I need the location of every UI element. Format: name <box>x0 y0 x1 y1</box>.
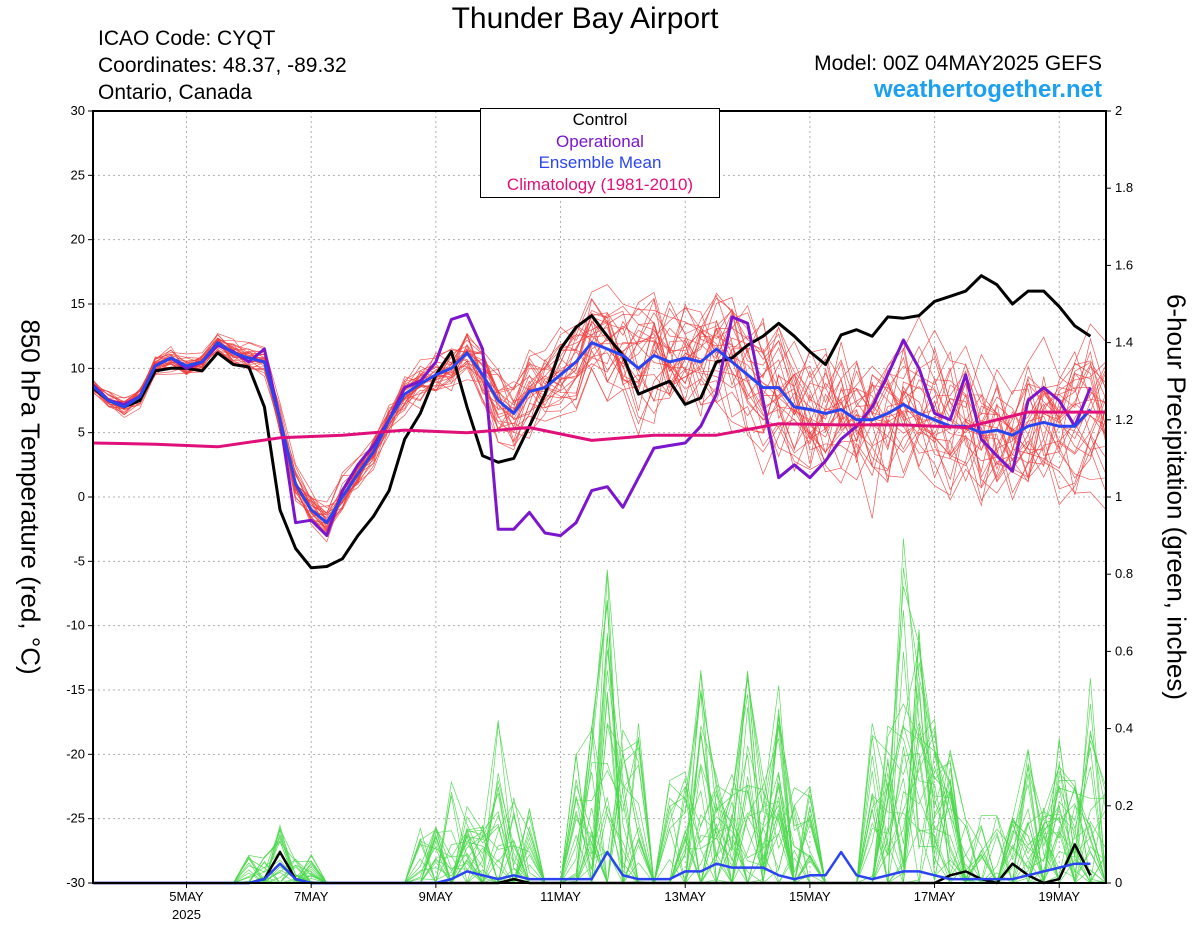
model-run: Model: 00Z 04MAY2025 GEFS <box>814 52 1102 75</box>
series-control <box>92 274 1092 570</box>
y-tick-label: -5 <box>73 553 85 568</box>
y2-tick-label: 0.8 <box>1115 566 1133 581</box>
coordinates: Coordinates: 48.37, -89.32 <box>98 54 347 77</box>
y-tick-label: -10 <box>66 618 85 633</box>
temp-member-line <box>92 297 1107 516</box>
x-tick-label: 13MAY <box>664 889 706 904</box>
y2-tick-label: 1 <box>1115 489 1122 504</box>
temp-member-line <box>92 292 1107 522</box>
y-tick-label: -25 <box>66 811 85 826</box>
y2-tick-label: 0 <box>1115 875 1122 890</box>
precip-member-line <box>93 662 1107 884</box>
precip-member-line <box>93 736 1107 885</box>
x-tick-label: 11MAY <box>540 889 581 904</box>
y-tick-label: 20 <box>71 232 85 247</box>
x-tick-label: 19MAY <box>1038 889 1080 904</box>
y2-tick-label: 0.2 <box>1115 798 1133 813</box>
x-tick-label: 7MAY <box>294 889 329 904</box>
series-operational <box>91 312 1092 538</box>
temp-member-line <box>92 307 1107 514</box>
precip-member-line <box>93 670 1107 884</box>
precip-member-line <box>93 636 1107 885</box>
x-tick-label: 5MAY <box>169 889 204 904</box>
y2-tick-label: 0.6 <box>1115 643 1133 658</box>
temp-member-line <box>92 298 1107 530</box>
y-tick-label: -20 <box>66 746 85 761</box>
site-brand[interactable]: weathertogether.net <box>873 76 1102 103</box>
temp-member-line <box>92 297 1107 521</box>
y-tick-label: 30 <box>71 103 85 118</box>
y-tick-label: 0 <box>78 489 85 504</box>
legend: Control Operational Ensemble Mean Climat… <box>480 108 720 198</box>
y2-tick-label: 0.4 <box>1115 721 1133 736</box>
y2-tick-label: 2 <box>1115 103 1122 118</box>
x-tick-label: 15MAY <box>789 889 831 904</box>
y-tick-label: -30 <box>66 875 85 890</box>
y2-tick-label: 1.2 <box>1115 412 1133 427</box>
y2-tick-label: 1.4 <box>1115 335 1133 350</box>
x-tick-label: 17MAY <box>914 889 956 904</box>
precip-member-line <box>93 600 1107 885</box>
precip-member-line <box>93 586 1106 884</box>
x-tick-label: 9MAY <box>419 889 454 904</box>
series-ensemble-mean <box>91 341 1092 525</box>
legend-operational: Operational <box>556 131 644 151</box>
series-ensemble-mean-precipitation <box>93 850 1091 885</box>
legend-control: Control <box>572 110 628 129</box>
y-tick-label: 15 <box>71 296 85 311</box>
region: Ontario, Canada <box>98 81 253 104</box>
y2-tick-label: 1.8 <box>1115 180 1133 195</box>
y-tick-label: -15 <box>66 682 85 697</box>
x-tick-sublabel: 2025 <box>172 907 201 922</box>
temp-member-line <box>92 297 1107 529</box>
y-tick-label: 5 <box>78 425 85 440</box>
legend-climatology: Climatology (1981-2010) <box>506 174 694 194</box>
series-climatology-1981-2010- <box>92 410 1106 449</box>
icao-code: ICAO Code: CYQT <box>98 27 276 50</box>
y2-tick-label: 1.6 <box>1115 257 1133 272</box>
chart-title: Thunder Bay Airport <box>451 2 719 35</box>
y-tick-label: 25 <box>71 167 85 182</box>
y-tick-label: 10 <box>71 360 85 375</box>
legend-ensemble-mean: Ensemble Mean <box>538 153 662 172</box>
